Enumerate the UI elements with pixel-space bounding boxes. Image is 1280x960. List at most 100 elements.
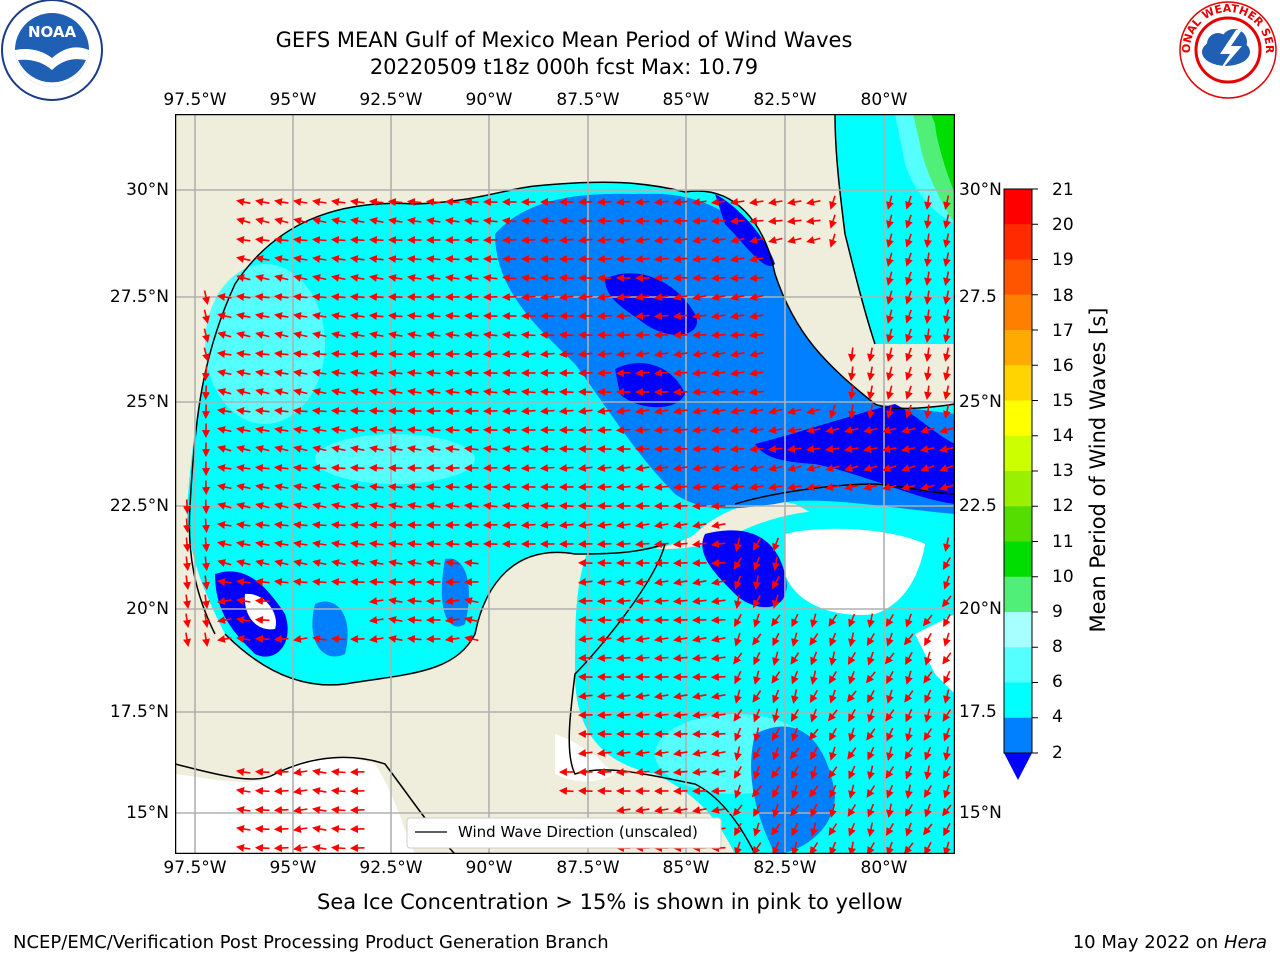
wind-wave-arrow bbox=[349, 255, 365, 263]
wind-wave-arrow bbox=[236, 369, 251, 377]
wind-wave-arrow bbox=[753, 594, 761, 609]
wind-wave-arrow bbox=[426, 217, 441, 225]
wind-wave-arrow bbox=[236, 293, 251, 301]
wind-wave-arrow bbox=[615, 369, 631, 377]
wind-wave-arrow bbox=[635, 806, 650, 814]
wind-wave-arrow bbox=[886, 670, 894, 685]
wind-wave-arrow bbox=[292, 236, 308, 244]
wind-wave-arrow bbox=[387, 540, 403, 548]
wind-wave-arrow bbox=[217, 293, 232, 301]
lon-tick-bottom: 92.5°W bbox=[359, 858, 423, 878]
wind-wave-arrow bbox=[217, 502, 232, 510]
wind-wave-arrow bbox=[274, 559, 289, 567]
wind-wave-arrow bbox=[236, 578, 251, 586]
wind-wave-arrow bbox=[806, 464, 821, 472]
wind-wave-arrow bbox=[368, 520, 384, 529]
wind-wave-arrow bbox=[882, 483, 897, 491]
wind-wave-arrow bbox=[710, 711, 726, 719]
wind-wave-arrow bbox=[829, 404, 837, 419]
wind-wave-arrow bbox=[787, 198, 802, 206]
wind-wave-arrow bbox=[653, 597, 669, 605]
wind-wave-arrow bbox=[368, 235, 384, 244]
wind-wave-arrow bbox=[236, 464, 251, 472]
wind-wave-arrow bbox=[905, 385, 913, 400]
wind-wave-arrow bbox=[654, 350, 669, 358]
wind-wave-arrow bbox=[274, 445, 289, 453]
wind-wave-arrow bbox=[558, 236, 574, 244]
wind-wave-arrow bbox=[730, 464, 745, 472]
wind-wave-arrow bbox=[809, 689, 818, 703]
wind-wave-arrow bbox=[847, 804, 857, 817]
wind-wave-arrow bbox=[350, 445, 365, 453]
wind-wave-arrow bbox=[672, 198, 688, 206]
wind-wave-arrow bbox=[752, 842, 762, 854]
wind-wave-arrow bbox=[653, 711, 669, 719]
wind-wave-arrow bbox=[387, 426, 403, 434]
wind-wave-arrow bbox=[905, 727, 913, 742]
wind-wave-arrow bbox=[558, 293, 574, 301]
wind-wave-arrow bbox=[183, 613, 191, 628]
wind-wave-arrow bbox=[202, 309, 210, 324]
wind-wave-arrow bbox=[942, 556, 951, 570]
wind-wave-arrow bbox=[331, 331, 346, 339]
wind-wave-arrow bbox=[923, 823, 933, 836]
wind-wave-arrow bbox=[691, 369, 707, 377]
wind-wave-arrow bbox=[615, 255, 631, 263]
wind-wave-arrow bbox=[939, 426, 954, 434]
wind-wave-arrow bbox=[274, 255, 289, 263]
wind-wave-arrow bbox=[943, 233, 951, 248]
wind-wave-arrow bbox=[886, 366, 894, 381]
wind-wave-arrow bbox=[848, 632, 856, 647]
wind-wave-arrow bbox=[710, 502, 726, 511]
wind-wave-arrow bbox=[482, 445, 498, 453]
wind-wave-arrow bbox=[771, 671, 781, 684]
wind-wave-arrow bbox=[501, 274, 517, 282]
wind-wave-arrow bbox=[787, 236, 802, 244]
wind-wave-arrow bbox=[520, 407, 536, 415]
lat-tick-left: 17.5°N bbox=[109, 702, 169, 722]
wind-wave-arrow bbox=[867, 385, 875, 400]
wind-wave-arrow bbox=[672, 255, 688, 263]
wind-wave-arrow bbox=[331, 274, 346, 282]
wind-wave-arrow bbox=[673, 806, 688, 814]
wind-wave-arrow bbox=[828, 614, 838, 627]
wind-wave-arrow bbox=[844, 426, 859, 434]
wind-wave-arrow bbox=[273, 464, 289, 472]
wind-wave-arrow bbox=[312, 331, 327, 339]
wind-wave-arrow bbox=[236, 255, 251, 263]
colorbar-tick: 18 bbox=[1052, 286, 1074, 306]
wind-wave-arrow bbox=[254, 615, 270, 624]
wind-wave-arrow bbox=[577, 692, 593, 700]
wind-wave-arrow bbox=[387, 483, 403, 491]
wind-wave-arrow bbox=[924, 214, 932, 229]
wind-wave-arrow bbox=[810, 670, 818, 685]
colorbar-segment bbox=[1004, 189, 1032, 225]
wind-wave-arrow bbox=[886, 385, 894, 400]
wind-wave-arrow bbox=[596, 350, 612, 358]
wind-wave-arrow bbox=[654, 749, 669, 757]
wind-wave-arrow bbox=[710, 445, 726, 454]
lat-tick-right: 22.5 bbox=[959, 496, 997, 516]
colorbar-segment bbox=[1004, 471, 1032, 507]
wind-wave-arrow bbox=[312, 825, 327, 833]
wind-wave-arrow bbox=[886, 271, 894, 286]
wind-wave-arrow bbox=[943, 271, 951, 286]
wind-wave-arrow bbox=[753, 822, 761, 837]
lon-tick-top: 85°W bbox=[662, 90, 710, 110]
wind-wave-arrow bbox=[901, 464, 916, 472]
wind-wave-arrow bbox=[312, 559, 327, 567]
wind-wave-arrow bbox=[407, 559, 422, 567]
wind-wave-arrow bbox=[406, 635, 422, 643]
wind-wave-arrow bbox=[786, 445, 802, 453]
sea-ice-note: Sea Ice Concentration > 15% is shown in … bbox=[317, 890, 903, 914]
wind-wave-arrow bbox=[730, 407, 745, 415]
colorbar-tick: 20 bbox=[1052, 215, 1074, 235]
wind-wave-arrow bbox=[924, 290, 932, 305]
wind-wave-arrow bbox=[635, 578, 650, 586]
wind-wave-arrow bbox=[311, 407, 327, 415]
wind-wave-arrow bbox=[863, 464, 878, 472]
wind-wave-arrow bbox=[520, 274, 536, 282]
wind-wave-arrow bbox=[217, 483, 232, 491]
wind-wave-arrow bbox=[905, 404, 913, 419]
wind-wave-arrow bbox=[809, 842, 819, 854]
